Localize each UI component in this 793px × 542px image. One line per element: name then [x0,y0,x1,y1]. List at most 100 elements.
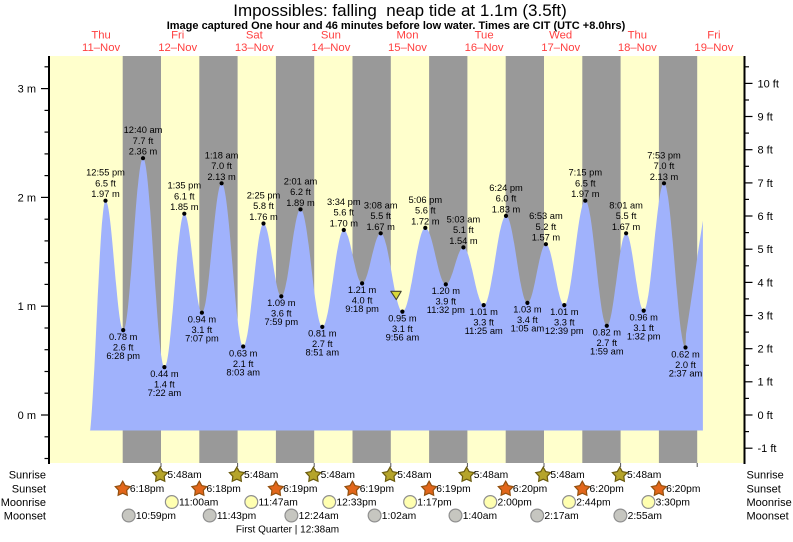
svg-text:7.7 ft: 7.7 ft [133,136,154,146]
svg-text:2.13 m: 2.13 m [207,172,236,182]
svg-text:2.7 ft: 2.7 ft [596,338,617,348]
svg-text:Moonrise: Moonrise [747,497,792,509]
svg-text:2 m: 2 m [18,192,36,204]
svg-text:1.97 m: 1.97 m [571,189,600,199]
svg-text:Thu: Thu [91,30,110,42]
svg-text:7:07 pm: 7:07 pm [185,334,219,344]
svg-text:1:05 am: 1:05 am [511,324,545,334]
svg-text:1.70 m: 1.70 m [330,219,359,229]
svg-text:1.76 m: 1.76 m [249,212,278,222]
svg-text:4.0 ft: 4.0 ft [352,296,373,306]
svg-text:1 m: 1 m [18,301,36,313]
svg-text:12:24am: 12:24am [299,511,339,522]
svg-text:6:20pm: 6:20pm [513,484,547,495]
svg-text:3:08 am: 3:08 am [364,200,398,210]
svg-text:12:40 am: 12:40 am [124,125,163,135]
svg-text:Mon: Mon [397,30,419,42]
svg-text:0.95 m: 0.95 m [388,313,417,323]
svg-text:6:28 pm: 6:28 pm [106,351,140,361]
svg-text:12:33pm: 12:33pm [336,498,376,509]
svg-text:5.5 ft: 5.5 ft [370,211,391,221]
svg-text:1:40am: 1:40am [463,511,497,522]
svg-text:2:01 am: 2:01 am [284,176,318,186]
svg-text:Fri: Fri [707,30,720,42]
svg-text:1.89 m: 1.89 m [286,198,315,208]
svg-text:1.09 m: 1.09 m [267,298,296,308]
svg-text:1 ft: 1 ft [758,377,773,389]
svg-text:2.7 ft: 2.7 ft [312,339,333,349]
svg-text:2.1 ft: 2.1 ft [233,359,254,369]
svg-text:9:18 pm: 9:18 pm [345,304,379,314]
svg-text:Moonset: Moonset [747,510,789,522]
svg-text:1.85 m: 1.85 m [170,202,199,212]
svg-text:1:02am: 1:02am [382,511,416,522]
svg-text:5.6 ft: 5.6 ft [415,206,436,216]
svg-text:Image captured One hour and 46: Image captured One hour and 46 minutes b… [167,20,626,32]
svg-text:1.57 m: 1.57 m [532,233,561,243]
svg-text:2:37 am: 2:37 am [669,368,703,378]
svg-text:12:55 pm: 12:55 pm [86,168,125,178]
svg-text:Thu: Thu [628,30,647,42]
svg-text:3.3 ft: 3.3 ft [554,317,575,327]
svg-text:2:55am: 2:55am [628,511,662,522]
svg-text:17–Nov: 17–Nov [541,42,580,54]
svg-text:7.0 ft: 7.0 ft [654,161,675,171]
svg-text:0.78 m: 0.78 m [109,332,138,342]
svg-text:3:34 pm: 3:34 pm [327,197,361,207]
svg-text:9 ft: 9 ft [758,111,773,123]
svg-text:1.21 m: 1.21 m [348,285,377,295]
svg-text:7:59 pm: 7:59 pm [265,317,299,327]
svg-text:3.1 ft: 3.1 ft [633,323,654,333]
svg-text:6.1 ft: 6.1 ft [174,191,195,201]
svg-text:Impossibles: falling neap tid: Impossibles: falling neap tide at 1.1m (… [233,1,567,20]
svg-text:5.5 ft: 5.5 ft [616,211,637,221]
svg-text:7.0 ft: 7.0 ft [211,161,232,171]
svg-text:0.82 m: 0.82 m [593,328,622,338]
svg-text:1:59 am: 1:59 am [590,347,624,357]
svg-text:5.6 ft: 5.6 ft [333,208,354,218]
svg-text:1:32 pm: 1:32 pm [627,331,661,341]
svg-text:1.01 m: 1.01 m [469,307,498,317]
svg-text:6:19pm: 6:19pm [436,484,470,495]
svg-text:2:25 pm: 2:25 pm [247,191,281,201]
svg-text:8:01 am: 8:01 am [609,200,643,210]
svg-text:5:06 pm: 5:06 pm [409,195,443,205]
svg-text:4 ft: 4 ft [758,277,773,289]
svg-text:0.96 m: 0.96 m [629,312,658,322]
svg-text:3.4 ft: 3.4 ft [517,315,538,325]
svg-text:2:00pm: 2:00pm [498,498,532,509]
svg-text:6:18pm: 6:18pm [130,484,164,495]
svg-text:0.81 m: 0.81 m [308,329,337,339]
svg-text:1.03 m: 1.03 m [513,305,542,315]
svg-text:1.72 m: 1.72 m [411,216,440,226]
svg-text:5:48am: 5:48am [397,470,431,481]
svg-text:8:03 am: 8:03 am [226,367,260,377]
svg-text:3.1 ft: 3.1 ft [192,325,213,335]
svg-text:1.67 m: 1.67 m [612,222,641,232]
svg-text:3 m: 3 m [18,84,36,96]
svg-text:Moonset: Moonset [4,510,46,522]
svg-text:11:00am: 11:00am [179,498,218,509]
svg-text:15–Nov: 15–Nov [388,42,427,54]
svg-text:2:17am: 2:17am [544,511,578,522]
svg-text:6 ft: 6 ft [758,211,773,223]
svg-text:6:20pm: 6:20pm [590,484,624,495]
svg-text:7 ft: 7 ft [758,178,773,190]
svg-text:6:18pm: 6:18pm [207,484,241,495]
svg-text:1.97 m: 1.97 m [91,189,120,199]
svg-text:0.62 m: 0.62 m [671,349,700,359]
svg-text:14–Nov: 14–Nov [311,42,350,54]
svg-text:5:48am: 5:48am [550,470,584,481]
svg-text:-1 ft: -1 ft [758,443,777,455]
svg-text:3.1 ft: 3.1 ft [392,324,413,334]
svg-text:6:53 am: 6:53 am [529,211,563,221]
svg-text:1.01 m: 1.01 m [550,307,579,317]
svg-text:0.63 m: 0.63 m [229,348,258,358]
svg-text:Fri: Fri [171,30,184,42]
svg-text:18–Nov: 18–Nov [618,42,657,54]
svg-text:1.67 m: 1.67 m [366,222,395,232]
svg-text:12–Nov: 12–Nov [158,42,197,54]
svg-text:First Quarter | 12:38am: First Quarter | 12:38am [236,525,339,536]
svg-text:3.3 ft: 3.3 ft [473,317,494,327]
svg-text:2:44pm: 2:44pm [576,498,610,509]
